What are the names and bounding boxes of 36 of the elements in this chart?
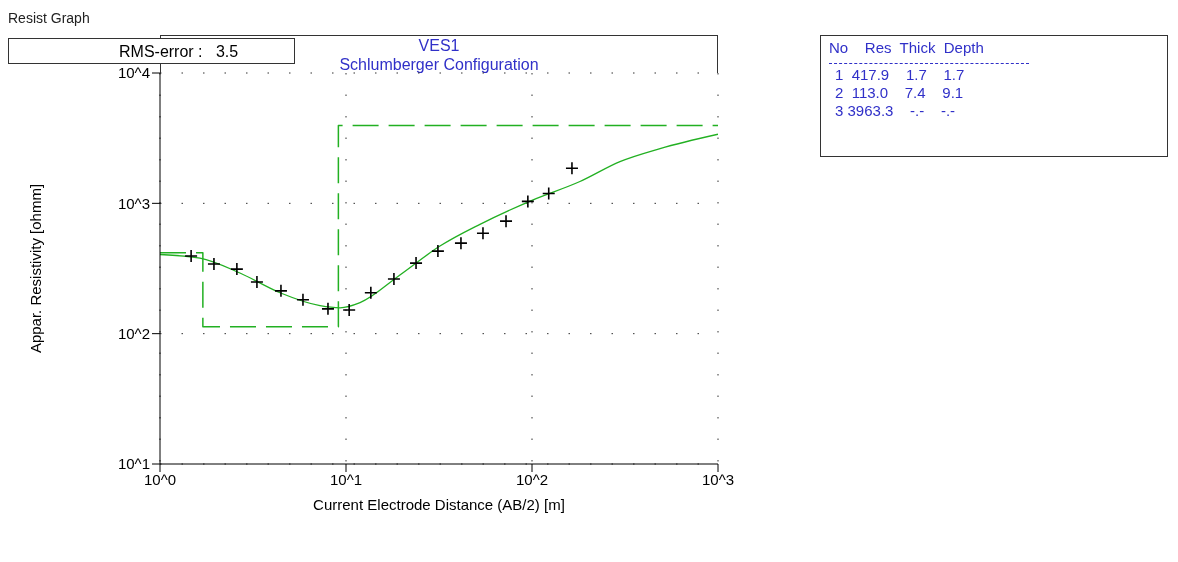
point [230,262,244,276]
point [476,226,490,240]
y-tick-label: 10^1 [117,455,150,473]
chart-subtitle: Schlumberger Configuration [339,56,539,73]
point [207,257,221,271]
point [541,186,556,201]
point [364,285,378,300]
x-tick-label: 10^0 [143,470,177,488]
chart-title: VES1 [418,37,460,54]
text: 3 3963.3 -.- -.- [834,102,957,120]
point [274,284,288,298]
text: 1 417.9 1.7 1.7 [834,66,966,84]
text: RMS-error : 3.5 [8,38,295,64]
x-axis-title: Current Electrode Distance (AB/2) [m] [313,496,565,513]
x-tick-label: 10^2 [515,470,549,488]
point [521,194,535,209]
text: 2 113.0 7.4 9.1 [834,84,965,102]
x-tick-label: 10^1 [329,470,363,488]
y-axis-title: Appar. Resistivity [ohmm] [27,183,45,354]
point [499,214,513,228]
point [250,275,264,289]
point [565,161,579,176]
text: Resist Graph [8,10,90,26]
y-tick-label: 10^2 [117,324,150,342]
point [409,256,423,270]
point [431,244,445,258]
point [184,249,198,263]
point [454,236,468,250]
y-tick-label: 10^3 [117,194,150,212]
x-tick-label: 10^3 [701,470,735,488]
point [296,292,310,307]
point [321,302,335,316]
point [342,303,356,317]
point [387,272,401,286]
y-tick-label: 10^4 [117,64,150,82]
text: No Res Thick Depth [829,39,985,57]
